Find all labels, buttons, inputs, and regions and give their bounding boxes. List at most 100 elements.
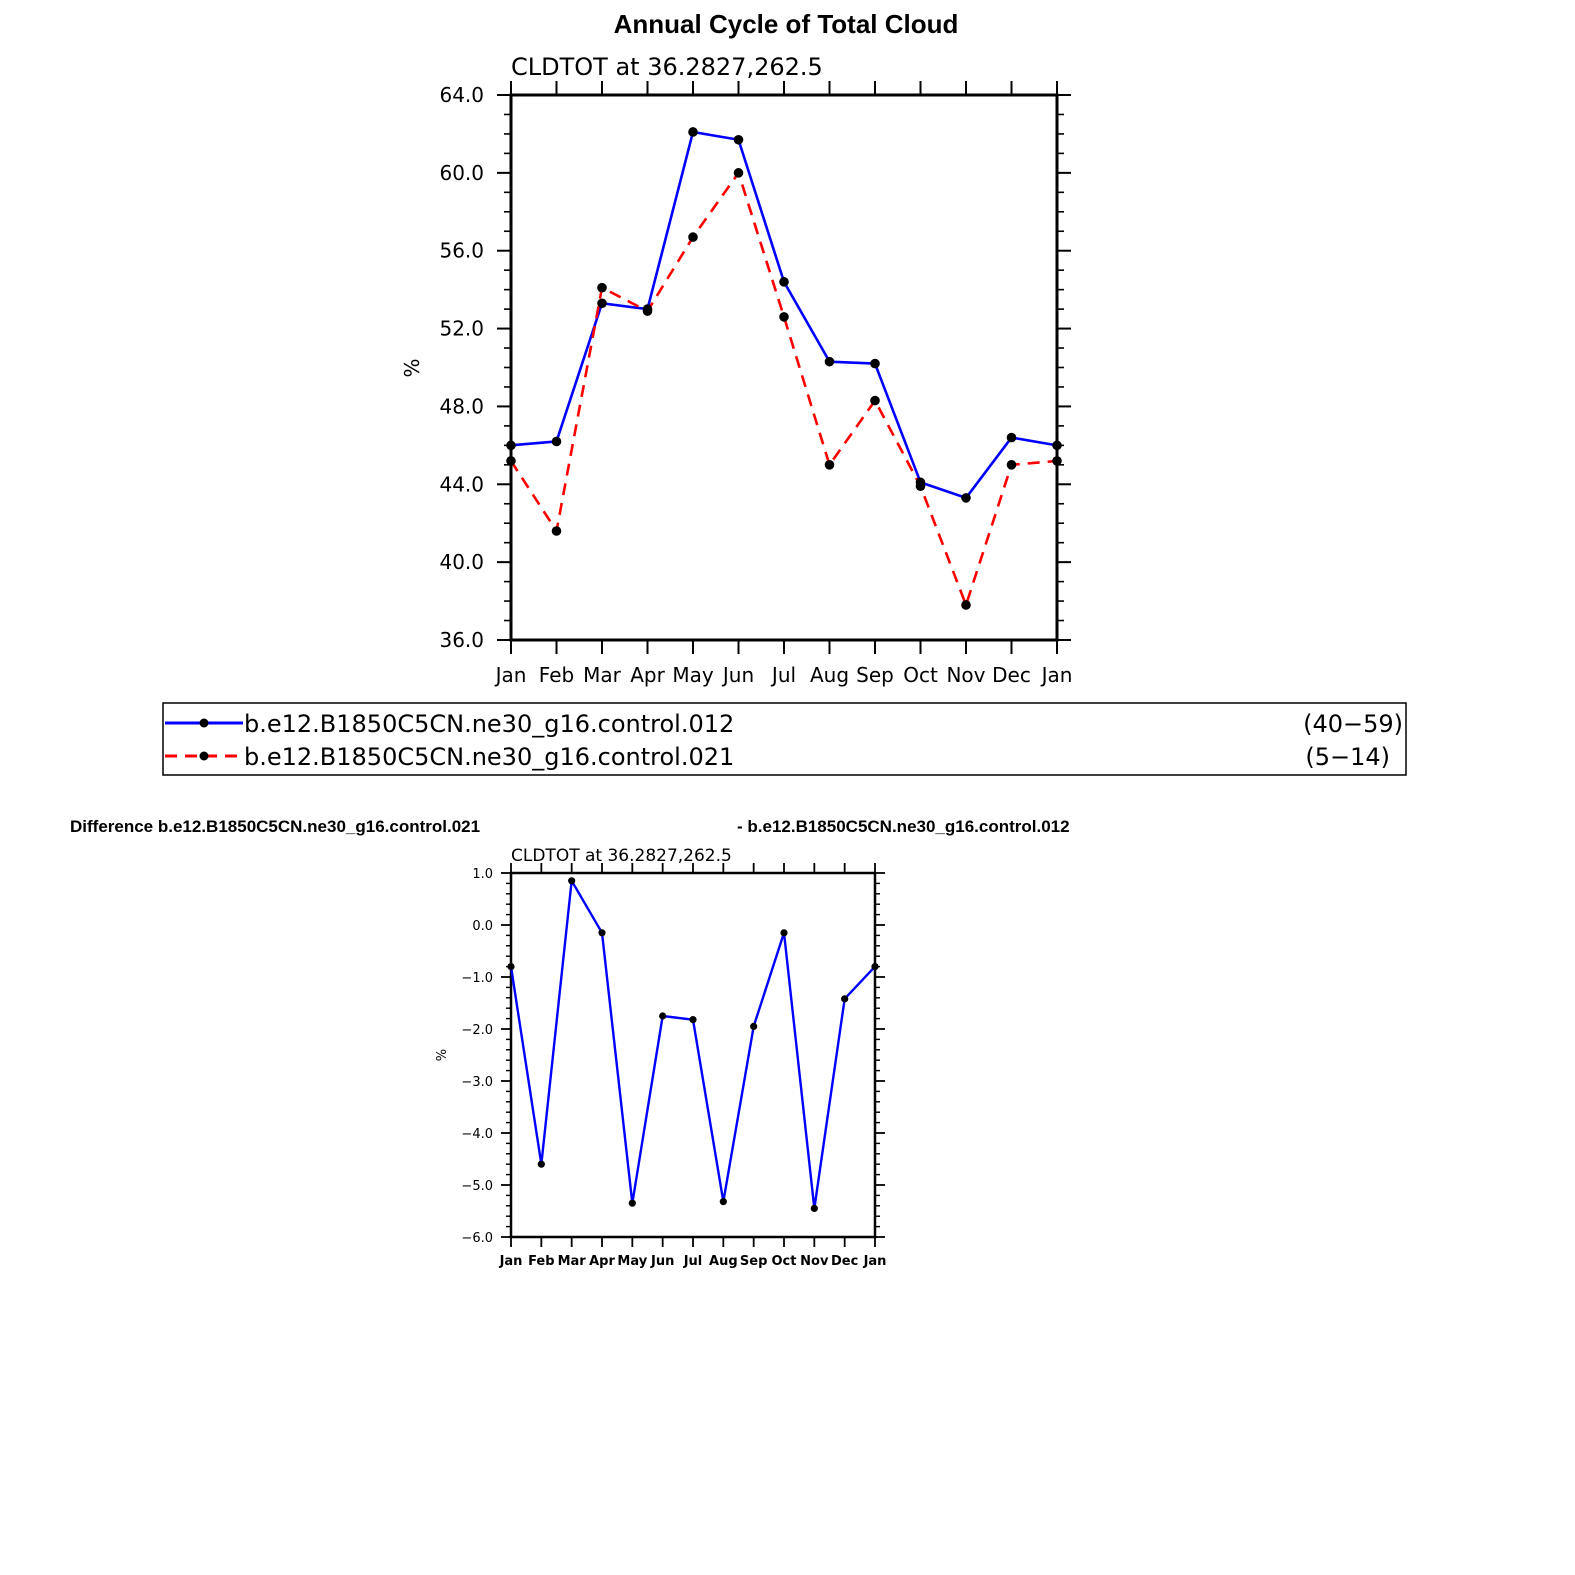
series-2-point [779, 312, 789, 322]
series-line-1 [509, 879, 876, 1210]
series-line-2 [509, 171, 1058, 607]
x-tick-label: Jul [683, 1254, 703, 1269]
legend-marker-1 [199, 718, 209, 728]
x-tick-label: Sep [856, 663, 894, 687]
difference-y-axis-label: % [435, 1049, 450, 1061]
x-tick-label: Apr [630, 663, 665, 687]
x-tick-label: Feb [539, 663, 574, 687]
series-group [506, 127, 1062, 610]
series-1-point [841, 995, 849, 1003]
y-tick-label: −6.0 [461, 1231, 493, 1246]
series-1-point [598, 929, 606, 937]
difference-axis-ticks [501, 863, 885, 1247]
y-tick-labels: 36.0 40.0 44.0 48.0 52.0 56.0 60.0 64.0 [439, 83, 484, 652]
series-1-point [1006, 432, 1017, 443]
y-tick-label: 36.0 [439, 628, 484, 652]
x-tick-label: Aug [810, 663, 849, 687]
series-1-point [506, 440, 516, 451]
series-1-point [688, 127, 698, 137]
series-2-point [961, 600, 971, 610]
difference-chart: Difference b.e12.B1850C5CN.ne30_g16.cont… [70, 817, 1070, 1269]
y-tick-label: −1.0 [461, 971, 493, 986]
x-tick-label: Mar [558, 1254, 587, 1269]
x-tick-label: Jun [721, 663, 754, 687]
x-tick-label: Aug [709, 1254, 738, 1269]
legend-box [162, 702, 1407, 776]
x-tick-label: Nov [800, 1254, 829, 1269]
x-tick-label: Feb [528, 1254, 554, 1269]
series-1-point [733, 134, 744, 145]
x-tick-label: Sep [740, 1254, 768, 1269]
series-1-point [779, 277, 789, 287]
x-tick-label: Mar [583, 663, 622, 687]
x-tick-label: Jul [770, 663, 796, 687]
x-tick-label: Dec [992, 663, 1031, 687]
series-1-point [824, 356, 835, 367]
x-tick-label: May [672, 663, 714, 687]
series-2-point [824, 460, 835, 470]
series-1-point [961, 493, 971, 503]
series-1-point [507, 963, 515, 971]
y-axis-label: % [400, 358, 424, 377]
series-2-point [506, 456, 516, 466]
x-tick-label: Dec [831, 1254, 858, 1269]
y-tick-label: 64.0 [439, 83, 484, 107]
x-tick-label: Jan [1040, 663, 1073, 687]
x-tick-label: Oct [772, 1254, 797, 1269]
series-1-point [810, 1204, 818, 1212]
difference-subtitle: CLDTOT at 36.2827,262.5 [511, 846, 732, 866]
series-1-point [597, 298, 607, 309]
chart-title: Annual Cycle of Total Cloud [614, 9, 959, 39]
x-tick-label: Jan [494, 663, 527, 687]
difference-x-tick-labels: Jan Feb Mar Apr May Jun Jul Aug Sep Oct Nov Dec Jan [499, 1254, 887, 1269]
x-tick-label: Jan [499, 1254, 523, 1269]
series-1-point [537, 1160, 545, 1168]
x-tick-label: Apr [589, 1254, 615, 1269]
x-tick-label: Jan [863, 1254, 887, 1269]
series-1-point [719, 1198, 727, 1206]
x-tick-label: Jun [650, 1254, 674, 1269]
series-1-point [780, 929, 788, 937]
difference-title-left: Difference b.e12.B1850C5CN.ne30_g16.cont… [70, 817, 480, 836]
series-1-point [870, 358, 880, 369]
series-1-point [871, 963, 879, 971]
y-tick-label: 56.0 [439, 239, 484, 263]
y-tick-label: −2.0 [461, 1023, 493, 1038]
x-tick-label: Nov [946, 663, 985, 687]
series-2-point [733, 168, 744, 178]
legend-label-1: b.e12.B1850C5CN.ne30_g16.control.012 [244, 710, 734, 738]
chart-subtitle: CLDTOT at 36.2827,262.5 [511, 53, 823, 81]
legend: b.e12.B1850C5CN.ne30_g16.control.012 (40… [162, 702, 1407, 776]
y-tick-label: 44.0 [439, 472, 484, 496]
series-2-point [1052, 456, 1062, 466]
axis-ticks [497, 81, 1071, 654]
y-tick-label: −3.0 [461, 1075, 493, 1090]
series-1-point [568, 877, 576, 885]
series-2-point [688, 232, 698, 242]
series-1-point [750, 1022, 758, 1030]
difference-title-right: - b.e12.B1850C5CN.ne30_g16.control.012 [737, 817, 1070, 836]
legend-marker-2 [199, 751, 209, 761]
annual-cycle-chart: Annual Cycle of Total Cloud CLDTOT at 36… [400, 9, 1072, 687]
y-tick-label: 1.0 [472, 867, 493, 882]
series-2-point [870, 395, 880, 406]
series-2-point [551, 526, 562, 536]
x-tick-label: May [617, 1254, 647, 1269]
y-tick-label: 0.0 [472, 919, 493, 934]
series-1-point [659, 1012, 667, 1020]
plot-frame [509, 93, 1059, 642]
y-tick-label: 48.0 [439, 394, 484, 418]
legend-label-2: b.e12.B1850C5CN.ne30_g16.control.021 [244, 743, 734, 771]
difference-y-tick-labels: −6.0 −5.0 −4.0 −3.0 −2.0 −1.0 0.0 1.0 [461, 867, 493, 1246]
y-tick-label: 40.0 [439, 550, 484, 574]
legend-range-1: (40−59) [1303, 710, 1403, 738]
series-1-point [689, 1016, 697, 1024]
difference-series-group [507, 877, 879, 1212]
series-1-point [1052, 440, 1062, 451]
y-tick-label: −4.0 [461, 1127, 493, 1142]
y-tick-label: 52.0 [439, 317, 484, 341]
series-1-point [628, 1199, 636, 1207]
y-tick-label: −5.0 [461, 1179, 493, 1194]
series-2-point [1006, 460, 1017, 470]
